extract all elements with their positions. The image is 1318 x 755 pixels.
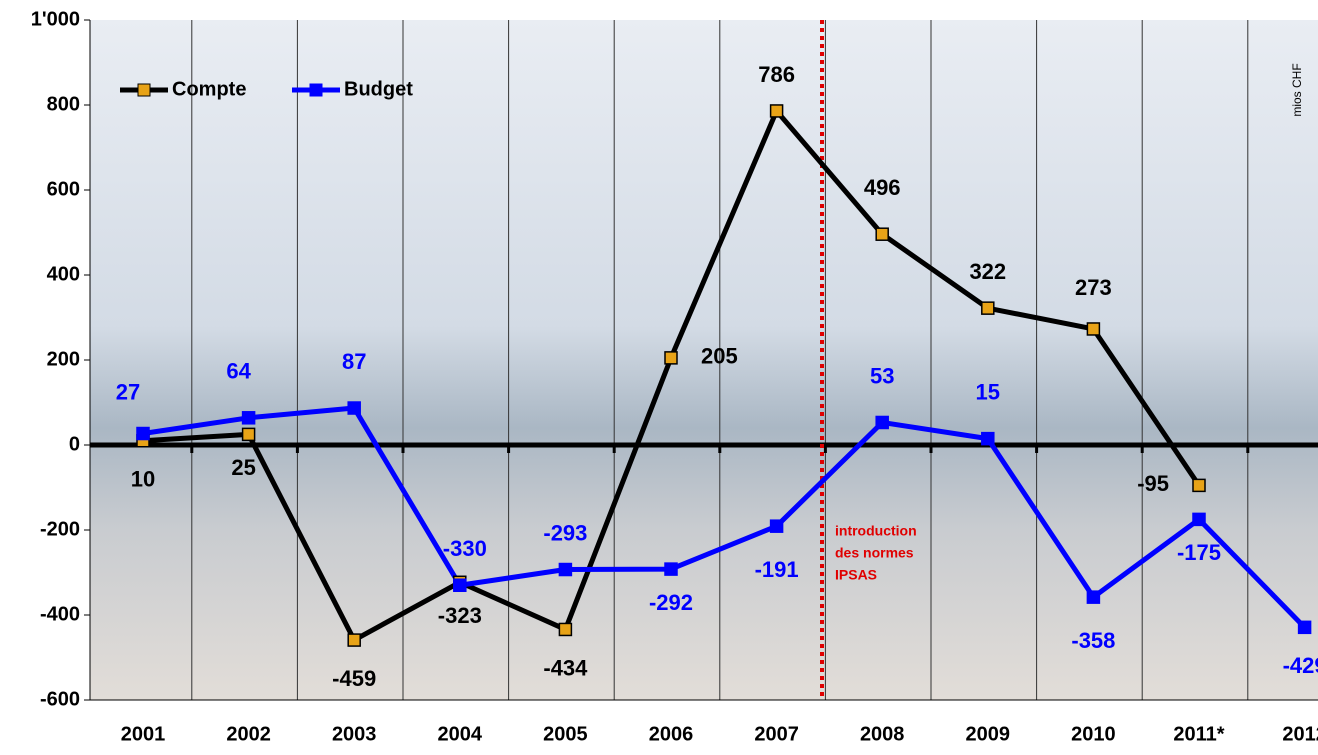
x-tick-label: 2003 (332, 723, 377, 745)
y-tick-label: 0 (69, 433, 80, 455)
legend-marker (309, 83, 323, 97)
x-tick-label: 2010 (1071, 723, 1116, 745)
annotation: introduction (835, 523, 917, 539)
marker (664, 562, 678, 576)
marker (769, 104, 784, 118)
marker (241, 427, 256, 442)
data-label: 786 (758, 62, 795, 87)
marker (558, 562, 573, 577)
data-label: -95 (1137, 471, 1169, 496)
annotation: des normes (835, 545, 914, 561)
data-label: -175 (1177, 540, 1221, 565)
x-tick-label: 2005 (543, 723, 588, 745)
data-label: 273 (1075, 275, 1112, 300)
legend-marker (137, 83, 151, 97)
series-line (142, 405, 1307, 630)
marker (241, 411, 256, 425)
data-label: 496 (864, 175, 901, 200)
x-tick-label: 2004 (438, 723, 483, 745)
y-tick-label: 400 (47, 263, 80, 285)
data-label: -358 (1071, 628, 1115, 653)
data-label: 15 (976, 379, 1000, 404)
marker (1086, 590, 1101, 604)
legend-label: Compte (172, 78, 246, 100)
y-tick-label: -200 (40, 518, 80, 540)
marker (347, 633, 361, 647)
data-label: -434 (543, 655, 588, 680)
marker (769, 519, 784, 533)
x-tick-label: 2009 (966, 723, 1011, 745)
data-label: 27 (116, 379, 140, 404)
legend-label: Budget (344, 78, 413, 100)
data-label: -323 (438, 603, 482, 628)
data-label: -191 (755, 557, 799, 582)
data-label: 87 (342, 349, 366, 374)
data-label: 10 (131, 467, 155, 492)
x-tick-label: 2007 (754, 723, 799, 745)
y-tick-label: -600 (40, 688, 80, 710)
x-tick-label: 2006 (649, 723, 694, 745)
data-label: -459 (332, 666, 376, 691)
y-tick-label: 600 (47, 178, 80, 200)
marker (453, 578, 467, 592)
x-tick-label: 2002 (226, 723, 271, 745)
x-tick-label: 2012 (1282, 723, 1318, 745)
data-label: 25 (231, 455, 255, 480)
marker (1086, 322, 1101, 336)
data-label: 64 (226, 359, 251, 384)
unit-label: mios CHF (1290, 63, 1304, 116)
data-label: 53 (870, 363, 894, 388)
data-label: -429 (1283, 653, 1318, 678)
y-tick-label: 800 (47, 93, 80, 115)
marker (1192, 512, 1206, 527)
y-tick-label: -400 (40, 603, 80, 625)
y-tick-label: 200 (47, 348, 80, 370)
marker (875, 227, 889, 241)
marker (558, 622, 573, 637)
data-label: -292 (649, 590, 693, 615)
x-tick-label: 2011* (1173, 723, 1224, 745)
marker (1192, 478, 1206, 493)
marker (875, 415, 889, 430)
marker (664, 351, 678, 365)
x-tick-label: 2001 (121, 723, 166, 745)
marker (136, 426, 150, 441)
x-tick-label: 2008 (860, 723, 905, 745)
annotation: IPSAS (835, 567, 877, 583)
data-label: -293 (543, 520, 587, 545)
marker (981, 431, 995, 446)
data-label: 322 (969, 259, 1006, 284)
y-tick-label: 1'000 (31, 8, 80, 30)
data-label: 205 (701, 344, 738, 369)
marker (1297, 620, 1312, 635)
marker (347, 401, 361, 415)
data-label: -330 (443, 536, 487, 561)
marker (981, 301, 995, 315)
